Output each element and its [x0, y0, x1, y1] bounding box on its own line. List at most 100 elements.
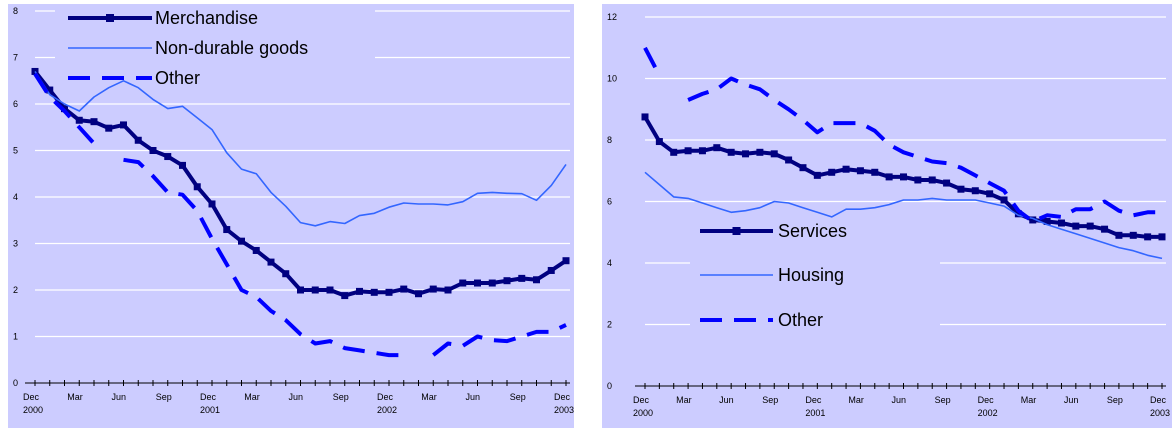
- x-tick-label: Dec: [1150, 395, 1167, 405]
- data-point-marker: [1158, 233, 1166, 241]
- data-point-marker: [785, 156, 793, 164]
- data-point-marker: [914, 176, 922, 184]
- data-point-marker: [105, 124, 113, 132]
- data-point-marker: [311, 286, 319, 294]
- data-point-marker: [957, 185, 965, 193]
- legend-marker: [732, 227, 741, 235]
- legend-label: Other: [155, 68, 200, 88]
- data-point-marker: [134, 136, 142, 144]
- data-point-marker: [1115, 231, 1123, 239]
- data-point-marker: [488, 279, 496, 287]
- x-tick-label: Mar: [67, 392, 83, 402]
- data-point-marker: [474, 279, 481, 287]
- legend-label: Other: [778, 310, 823, 330]
- data-point-marker: [356, 287, 363, 295]
- gridlines: [645, 16, 1166, 326]
- x-tick-year-label: 2000: [23, 405, 43, 415]
- x-tick-label: Jun: [466, 392, 481, 402]
- data-point-marker: [770, 150, 778, 158]
- data-point-marker: [971, 187, 979, 195]
- gridlines: [35, 10, 570, 338]
- data-point-marker: [164, 153, 172, 161]
- y-tick-label: 0: [13, 378, 18, 388]
- y-tick-label: 6: [607, 197, 612, 207]
- y-tick-label: 6: [13, 99, 18, 109]
- data-point-marker: [1129, 231, 1137, 239]
- y-tick-label: 5: [13, 146, 18, 156]
- x-tick-label: Dec: [805, 395, 822, 405]
- data-point-marker: [986, 190, 994, 198]
- data-point-marker: [1144, 233, 1152, 241]
- y-tick-label: 1: [13, 332, 18, 342]
- x-tick-label: Dec: [633, 395, 650, 405]
- x-tick-label: Mar: [848, 395, 864, 405]
- data-point-marker: [297, 286, 304, 294]
- x-tick-year-label: 2001: [805, 408, 825, 418]
- x-tick-label: Jun: [112, 392, 127, 402]
- data-point-marker: [813, 171, 821, 179]
- data-point-marker: [756, 148, 764, 156]
- data-point-marker: [267, 258, 275, 266]
- data-point-marker: [518, 274, 526, 282]
- data-point-marker: [533, 276, 540, 284]
- data-point-marker: [149, 147, 157, 154]
- data-point-marker: [444, 286, 452, 294]
- data-point-marker: [341, 292, 349, 300]
- legend-label: Services: [778, 221, 847, 241]
- data-point-marker: [900, 173, 907, 181]
- data-point-marker: [120, 121, 127, 129]
- data-point-marker: [429, 285, 437, 293]
- data-point-marker: [503, 277, 511, 285]
- data-point-marker: [562, 257, 570, 265]
- x-tick-label: Sep: [935, 395, 951, 405]
- series-line-other: [643, 46, 1162, 224]
- data-point-marker: [885, 173, 893, 181]
- y-tick-label: 12: [607, 12, 617, 22]
- x-tick-label: Jun: [1064, 395, 1079, 405]
- data-point-marker: [385, 288, 393, 296]
- series-line-housing: [644, 171, 1163, 260]
- data-point-marker: [856, 167, 864, 175]
- x-tick-label: Mar: [676, 395, 692, 405]
- legend-label: Merchandise: [155, 8, 258, 28]
- legend-marker: [106, 14, 114, 22]
- data-point-marker: [871, 168, 879, 176]
- data-point-marker: [828, 168, 836, 176]
- x-tick-year-label: 2003: [1150, 408, 1170, 418]
- data-point-marker: [1086, 222, 1094, 230]
- y-tick-label: 4: [13, 192, 18, 202]
- data-point-marker: [326, 286, 334, 294]
- x-tick-label: Dec: [377, 392, 394, 402]
- data-point-marker: [400, 285, 408, 293]
- data-point-marker: [282, 270, 290, 278]
- data-point-marker: [223, 226, 231, 234]
- x-tick-label: Sep: [762, 395, 778, 405]
- data-point-marker: [370, 288, 378, 296]
- y-tick-label: 10: [607, 74, 617, 84]
- x-tick-label: Sep: [156, 392, 172, 402]
- x-tick-label: Jun: [719, 395, 734, 405]
- plot-background: [8, 4, 574, 428]
- chart-panel-1: 0 1 2 3 4 5 6 7 8 Dec 2000 Mar Jun Sep Dec 2001 Mar Jun Se…: [8, 4, 574, 428]
- y-tick-label: 0: [607, 381, 612, 391]
- data-point-marker: [1029, 216, 1037, 224]
- data-point-marker: [641, 113, 649, 121]
- legend-label: Non-durable goods: [155, 38, 308, 58]
- y-tick-label: 2: [607, 320, 612, 330]
- data-point-marker: [1072, 222, 1080, 230]
- data-point-marker: [698, 147, 706, 155]
- data-point-marker: [75, 116, 83, 124]
- data-point-marker: [928, 176, 936, 184]
- data-point-marker: [655, 138, 663, 146]
- data-point-marker: [713, 144, 721, 152]
- x-tick-label: Dec: [554, 392, 571, 402]
- y-tick-label: 3: [13, 239, 18, 249]
- x-tick-label: Dec: [978, 395, 995, 405]
- y-tick-label: 8: [607, 135, 612, 145]
- x-tick-year-label: 2003: [554, 405, 574, 415]
- data-point-marker: [799, 164, 807, 172]
- plot-background: [602, 4, 1172, 428]
- x-tick-label: Sep: [333, 392, 349, 402]
- data-point-marker: [252, 246, 260, 254]
